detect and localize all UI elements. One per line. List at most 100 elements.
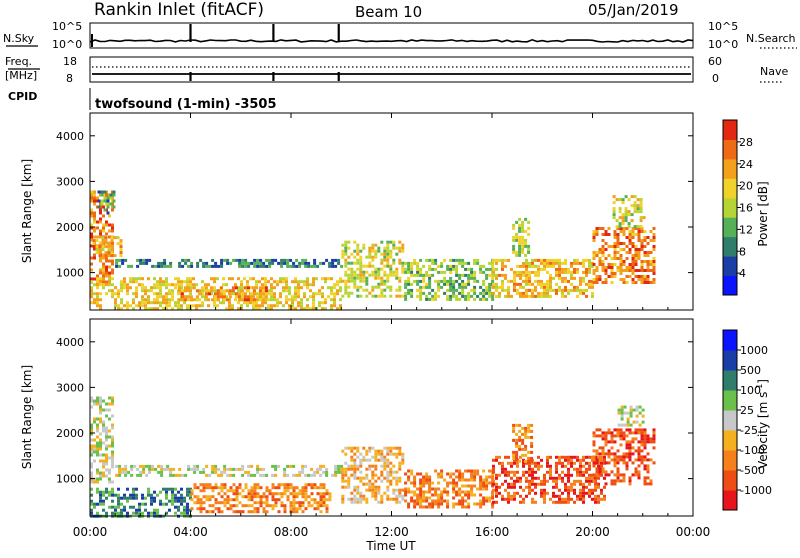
heatmap-cell: [306, 307, 309, 311]
heatmap-cell: [428, 264, 432, 268]
heatmap-cell: [341, 255, 345, 259]
heatmap-cell: [241, 473, 245, 477]
heatmap-cell: [132, 490, 135, 494]
velocity-colorbar-label: Velocity [m s-1]: [755, 379, 770, 469]
heatmap-cell: [181, 258, 185, 262]
heatmap-cell: [187, 467, 191, 471]
heatmap-cell: [102, 268, 105, 272]
heatmap-cell: [216, 298, 220, 302]
heatmap-cell: [234, 286, 238, 290]
heatmap-cell: [249, 292, 253, 296]
heatmap-cell: [264, 286, 268, 290]
heatmap-cell: [595, 278, 599, 281]
heatmap-cell: [102, 253, 105, 257]
heatmap-cell: [183, 280, 186, 284]
heatmap-cell: [374, 276, 378, 280]
heatmap-cell: [425, 478, 429, 482]
heatmap-cell: [93, 399, 96, 403]
heatmap-cell: [530, 429, 534, 433]
heatmap-cell: [105, 280, 108, 284]
heatmap-cell: [380, 276, 384, 280]
heatmap-cell: [485, 481, 489, 485]
heatmap-cell: [552, 476, 555, 480]
heatmap-cell: [422, 279, 426, 283]
heatmap-cell: [199, 507, 203, 511]
heatmap-cell: [625, 455, 629, 459]
heatmap-cell: [440, 496, 444, 500]
heatmap-cell: [570, 273, 573, 277]
heatmap-cell: [594, 485, 597, 489]
heatmap-cell: [524, 459, 528, 463]
heatmap-cell: [618, 225, 622, 229]
heatmap-cell: [612, 213, 616, 217]
heatmap-cell: [604, 473, 608, 477]
heatmap-cell: [527, 423, 531, 427]
heatmap-cell: [368, 464, 372, 468]
heatmap-cell: [452, 502, 456, 506]
heatmap-cell: [518, 238, 522, 242]
heatmap-cell: [220, 501, 224, 505]
heatmap-cell: [339, 304, 342, 308]
heatmap-cell: [116, 236, 120, 240]
heatmap-cell: [576, 285, 579, 289]
heatmap-cell: [344, 243, 348, 247]
heatmap-cell: [512, 223, 516, 227]
heatmap-cell: [148, 470, 152, 474]
heatmap-cell: [473, 484, 477, 488]
heatmap-cell: [295, 486, 299, 490]
heatmap-cell: [549, 464, 552, 468]
heatmap-cell: [637, 473, 641, 477]
heatmap-cell: [304, 486, 308, 490]
heatmap-cell: [333, 286, 336, 290]
heatmap-cell: [183, 286, 187, 290]
heatmap-cell: [622, 260, 626, 263]
heatmap-cell: [639, 204, 643, 208]
heatmap-cell: [180, 499, 183, 503]
heatmap-cell: [270, 292, 273, 296]
heatmap-cell: [383, 464, 387, 468]
heatmap-cell: [147, 490, 150, 494]
heatmap-cell: [543, 258, 546, 262]
heatmap-cell: [336, 307, 339, 311]
heatmap-cell: [243, 292, 247, 296]
heatmap-cell: [261, 292, 265, 296]
y-tick-label: 4000: [56, 336, 84, 349]
heatmap-cell: [552, 491, 555, 495]
heatmap-cell: [527, 426, 531, 430]
heatmap-cell: [356, 243, 360, 247]
heatmap-cell: [123, 283, 126, 287]
heatmap-cell: [101, 245, 105, 249]
heatmap-cell: [350, 291, 354, 295]
heatmap-cell: [603, 455, 606, 459]
heatmap-cell: [371, 258, 375, 262]
heatmap-cell: [102, 508, 105, 512]
heatmap-cell: [111, 283, 114, 287]
heatmap-cell: [628, 266, 632, 269]
heatmap-cell: [344, 470, 348, 474]
heatmap-cell: [165, 511, 168, 515]
heatmap-cell: [637, 251, 641, 254]
heatmap-cell: [174, 499, 177, 503]
heatmap-cell: [634, 281, 638, 284]
heatmap-cell: [256, 501, 260, 505]
heatmap-cell: [186, 280, 189, 284]
heatmap-cell: [534, 288, 537, 292]
heatmap-cell: [604, 278, 608, 281]
heatmap-cell: [105, 438, 108, 442]
heatmap-cell: [256, 492, 260, 496]
heatmap-cell: [174, 487, 177, 491]
heatmap-cell: [112, 193, 116, 197]
heatmap-cell: [534, 264, 537, 268]
heatmap-cell: [629, 405, 633, 409]
heatmap-cell: [220, 495, 224, 499]
time-x-ticks: 00:00 04:00 08:00 12:00 16:00 20:00 00:00: [73, 113, 710, 539]
heatmap-cell: [90, 295, 93, 299]
heatmap-cell: [171, 307, 174, 311]
heatmap-cell: [96, 304, 99, 308]
heatmap-cell: [289, 504, 293, 508]
heatmap-cell: [328, 492, 332, 496]
heatmap-cell: [395, 488, 399, 492]
heatmap-cell: [386, 476, 390, 480]
heatmap-cell: [507, 279, 510, 283]
heatmap-cell: [519, 494, 522, 498]
